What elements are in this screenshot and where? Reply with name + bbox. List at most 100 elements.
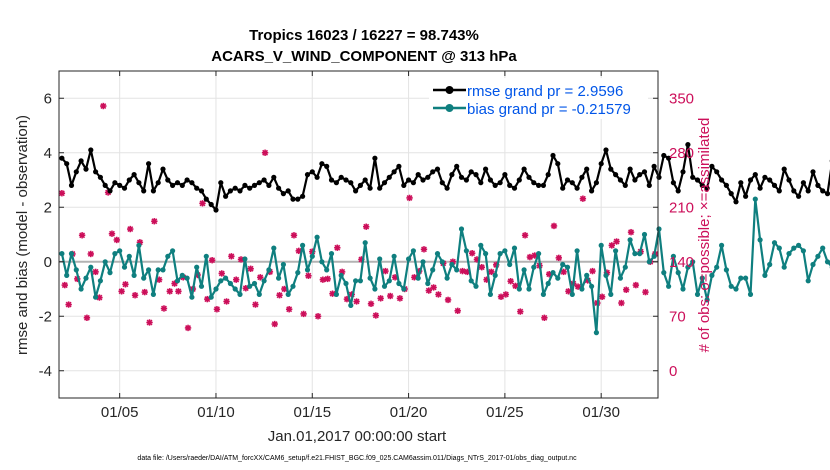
obs-point <box>141 288 148 296</box>
bias-point <box>420 259 426 265</box>
legend-bias-label: bias grand pr = -0.21579 <box>467 101 631 118</box>
bias-point <box>550 270 556 276</box>
rmse-point <box>372 155 378 161</box>
obs-stroke <box>87 250 94 257</box>
bias-point <box>502 248 508 254</box>
obs-stroke <box>92 268 99 275</box>
rmse-point <box>319 161 325 167</box>
bias-point <box>641 231 648 238</box>
bias-point <box>401 286 407 292</box>
obs-stroke <box>118 288 125 295</box>
bias-point <box>608 291 614 297</box>
obs-point <box>146 319 153 326</box>
rmse-point <box>194 185 200 191</box>
rmse-point <box>622 182 628 188</box>
obs-stroke <box>151 218 158 225</box>
rmse-point <box>271 174 277 180</box>
bias-point <box>454 267 460 273</box>
obs-point <box>92 268 99 276</box>
rmse-point <box>434 166 441 172</box>
obs-stroke <box>83 314 90 321</box>
bias-point <box>232 286 238 292</box>
obs-stroke <box>406 194 413 201</box>
rmse-point <box>796 193 802 199</box>
x-tick-label: 01/15 <box>294 404 332 421</box>
bias-point <box>121 264 128 270</box>
bias-point <box>507 261 513 268</box>
rmse-point <box>545 172 551 178</box>
rmse-point <box>651 163 657 169</box>
bias-point <box>357 278 363 284</box>
y-left-tick-label: 2 <box>44 199 52 216</box>
bias-point <box>776 245 782 251</box>
rmse-point <box>483 166 489 172</box>
obs-stroke <box>363 223 370 230</box>
rmse-point <box>285 188 291 194</box>
obs-point <box>300 310 307 318</box>
rmse-point <box>757 185 763 191</box>
bias-point <box>184 275 190 281</box>
bias-point <box>434 251 441 257</box>
obs-point <box>502 291 510 298</box>
bias-point <box>68 251 75 257</box>
obs-stroke <box>411 274 418 281</box>
bias-point <box>300 242 306 248</box>
rmse-point <box>406 177 412 183</box>
bias-point <box>714 264 720 270</box>
bias-point <box>343 280 349 287</box>
rmse-point <box>608 166 614 172</box>
obs-point <box>223 298 230 305</box>
rmse-point <box>675 188 681 194</box>
rmse-point <box>93 169 99 175</box>
bias-point <box>88 264 94 270</box>
legend: rmse grand pr = 2.9596 bias grand pr = -… <box>429 78 648 119</box>
bias-point <box>367 275 373 281</box>
bias-point <box>112 251 118 257</box>
rmse-point <box>617 177 624 183</box>
bias-point <box>820 245 826 251</box>
obs-point <box>406 194 413 202</box>
x-tick-label: 01/05 <box>101 404 139 421</box>
obs-point <box>430 284 437 291</box>
rmse-point <box>280 191 286 197</box>
bias-point <box>280 261 286 268</box>
bias-point <box>516 286 522 292</box>
obs-stroke <box>488 268 495 275</box>
bias-point <box>815 253 821 259</box>
obs-stroke <box>100 103 107 110</box>
obs-stroke <box>575 283 582 290</box>
rmse-point <box>680 169 686 175</box>
rmse-point <box>189 180 195 186</box>
rmse-point <box>227 188 233 194</box>
bias-point <box>637 251 643 257</box>
obs-stroke <box>228 253 235 260</box>
rmse-point <box>304 172 311 178</box>
obs-stroke <box>579 195 586 202</box>
rmse-point <box>174 180 181 186</box>
bias-point <box>131 272 137 278</box>
rmse-point <box>295 196 301 202</box>
rmse-point <box>121 185 128 191</box>
obs-point <box>468 249 476 257</box>
bias-point <box>617 275 624 281</box>
bias-point <box>723 267 730 273</box>
obs-point <box>550 222 558 230</box>
bias-point <box>290 283 296 289</box>
bias-point <box>478 242 484 248</box>
obs-point <box>58 190 66 197</box>
rmse-point <box>184 177 190 183</box>
bias-point <box>338 272 344 278</box>
rmse-point <box>776 188 782 194</box>
rmse-point <box>261 177 267 183</box>
obs-point <box>579 195 587 202</box>
rmse-point <box>381 180 388 186</box>
rmse-point <box>762 174 768 180</box>
obs-point <box>521 232 529 239</box>
bias-point <box>410 248 416 254</box>
obs-stroke <box>469 250 476 257</box>
obs-point <box>61 281 68 289</box>
obs-stroke <box>324 275 331 282</box>
bias-point <box>613 248 619 254</box>
obs-point <box>642 288 649 296</box>
obs-stroke <box>334 244 341 251</box>
